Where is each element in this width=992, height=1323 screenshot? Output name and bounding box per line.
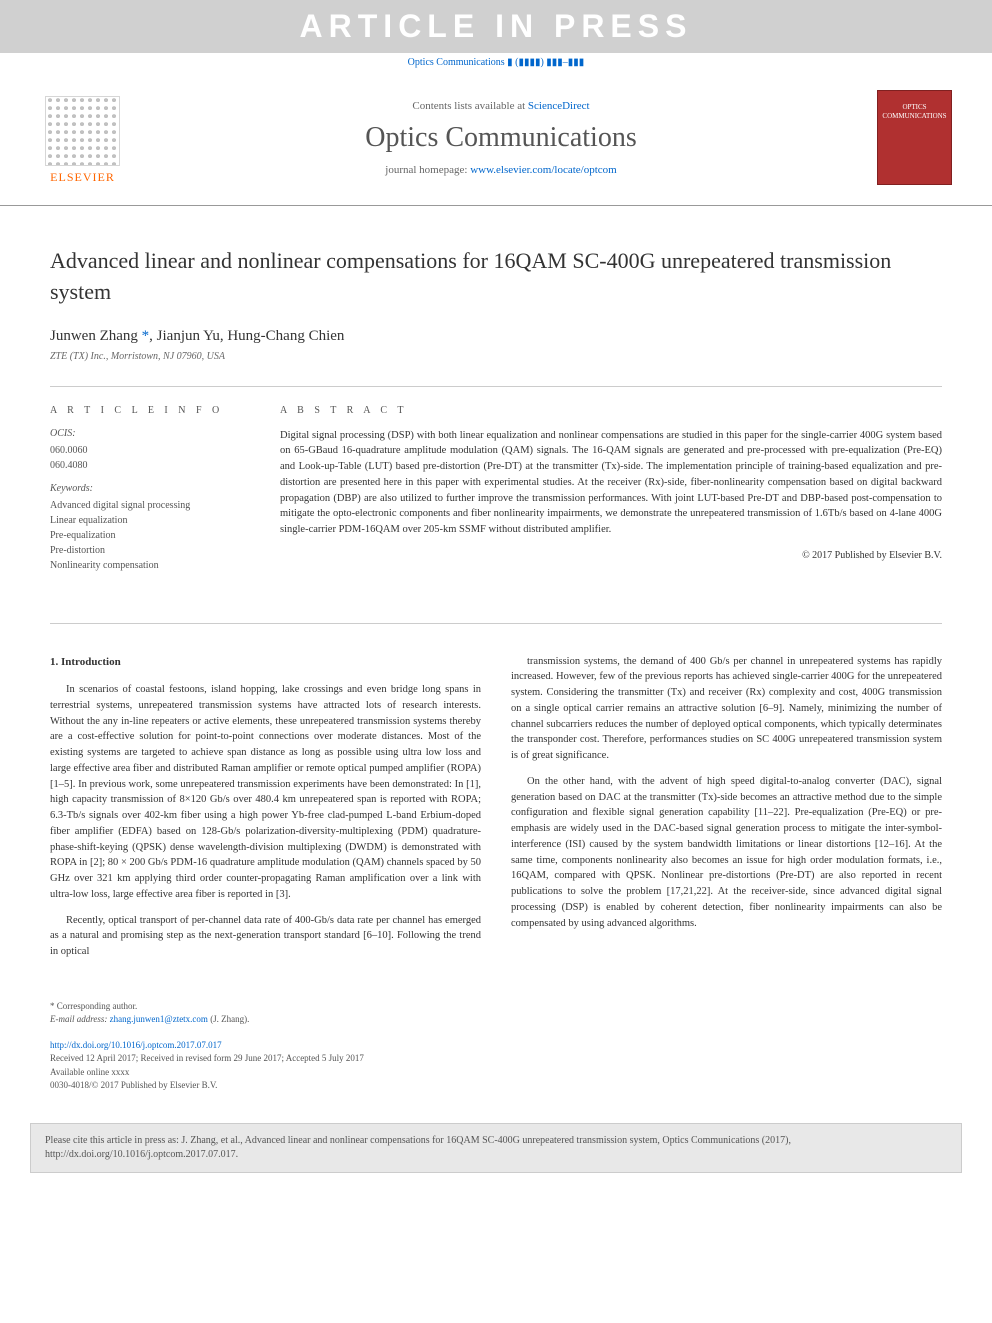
- homepage-line: journal homepage: www.elsevier.com/locat…: [125, 164, 877, 176]
- article-info-column: A R T I C L E I N F O OCIS: 060.0060 060…: [50, 405, 250, 573]
- authors-line: Junwen Zhang *, Jianjun Yu, Hung-Chang C…: [50, 328, 942, 345]
- abstract-text: Digital signal processing (DSP) with bot…: [280, 428, 942, 538]
- cover-text-line2: COMMUNICATIONS: [882, 112, 946, 121]
- article-front-matter: Advanced linear and nonlinear compensati…: [0, 206, 992, 603]
- abstract-copyright: © 2017 Published by Elsevier B.V.: [280, 550, 942, 561]
- article-body: 1. Introduction In scenarios of coastal …: [0, 644, 992, 990]
- section-divider: [50, 623, 942, 624]
- elsevier-logo: ELSEVIER: [40, 90, 125, 185]
- email-link[interactable]: zhang.junwen1@ztetx.com: [110, 1014, 208, 1024]
- authors-rest: , Jianjun Yu, Hung-Chang Chien: [149, 328, 344, 344]
- author-1: Junwen Zhang: [50, 328, 138, 344]
- received-dates: Received 12 April 2017; Received in revi…: [50, 1052, 942, 1066]
- email-attribution: (J. Zhang).: [208, 1014, 250, 1024]
- contents-prefix: Contents lists available at: [412, 100, 527, 112]
- article-info-heading: A R T I C L E I N F O: [50, 405, 250, 416]
- intro-paragraph-1: In scenarios of coastal festoons, island…: [50, 682, 481, 903]
- keyword-5: Nonlinearity compensation: [50, 558, 250, 573]
- intro-paragraph-2: Recently, optical transport of per-chann…: [50, 913, 481, 960]
- issn-copyright: 0030-4018/© 2017 Published by Elsevier B…: [50, 1079, 942, 1093]
- email-label: E-mail address:: [50, 1014, 110, 1024]
- corresponding-author-star: *: [138, 328, 149, 344]
- article-in-press-watermark: ARTICLE IN PRESS: [0, 0, 992, 53]
- ocis-label: OCIS:: [50, 428, 250, 439]
- homepage-link[interactable]: www.elsevier.com/locate/optcom: [470, 164, 617, 176]
- email-line: E-mail address: zhang.junwen1@ztetx.com …: [50, 1013, 942, 1027]
- section-1-heading: 1. Introduction: [50, 654, 481, 671]
- intro-paragraph-3: transmission systems, the demand of 400 …: [511, 654, 942, 764]
- available-online: Available online xxxx: [50, 1066, 942, 1080]
- header-center: Contents lists available at ScienceDirec…: [125, 100, 877, 176]
- abstract-heading: A B S T R A C T: [280, 405, 942, 416]
- corresponding-author-footnote: * Corresponding author.: [50, 1000, 942, 1014]
- keyword-2: Linear equalization: [50, 513, 250, 528]
- homepage-prefix: journal homepage:: [385, 164, 470, 176]
- ocis-code-2: 060.4080: [50, 458, 250, 473]
- abstract-column: A B S T R A C T Digital signal processin…: [280, 405, 942, 573]
- journal-title: Optics Communications: [125, 122, 877, 154]
- contents-available-line: Contents lists available at ScienceDirec…: [125, 100, 877, 112]
- affiliation: ZTE (TX) Inc., Morristown, NJ 07960, USA: [50, 351, 942, 362]
- body-column-right: transmission systems, the demand of 400 …: [511, 654, 942, 970]
- sciencedirect-link[interactable]: ScienceDirect: [528, 100, 590, 112]
- cover-text-line1: OPTICS: [902, 103, 926, 112]
- article-title: Advanced linear and nonlinear compensati…: [50, 246, 942, 308]
- article-footer: * Corresponding author. E-mail address: …: [0, 990, 992, 1113]
- keywords-label: Keywords:: [50, 483, 250, 494]
- keyword-3: Pre-equalization: [50, 528, 250, 543]
- citation-box: Please cite this article in press as: J.…: [30, 1123, 962, 1173]
- journal-reference-line: Optics Communications ▮ (▮▮▮▮) ▮▮▮–▮▮▮: [0, 53, 992, 80]
- doi-link[interactable]: http://dx.doi.org/10.1016/j.optcom.2017.…: [50, 1040, 222, 1050]
- keyword-1: Advanced digital signal processing: [50, 498, 250, 513]
- body-column-left: 1. Introduction In scenarios of coastal …: [50, 654, 481, 970]
- journal-cover-thumbnail: OPTICS COMMUNICATIONS: [877, 90, 952, 185]
- elsevier-text: ELSEVIER: [50, 170, 115, 185]
- journal-header: ELSEVIER Contents lists available at Sci…: [0, 80, 992, 206]
- intro-paragraph-4: On the other hand, with the advent of hi…: [511, 774, 942, 932]
- ocis-code-1: 060.0060: [50, 443, 250, 458]
- keyword-4: Pre-distortion: [50, 543, 250, 558]
- elsevier-tree-icon: [45, 96, 120, 166]
- info-abstract-row: A R T I C L E I N F O OCIS: 060.0060 060…: [50, 386, 942, 573]
